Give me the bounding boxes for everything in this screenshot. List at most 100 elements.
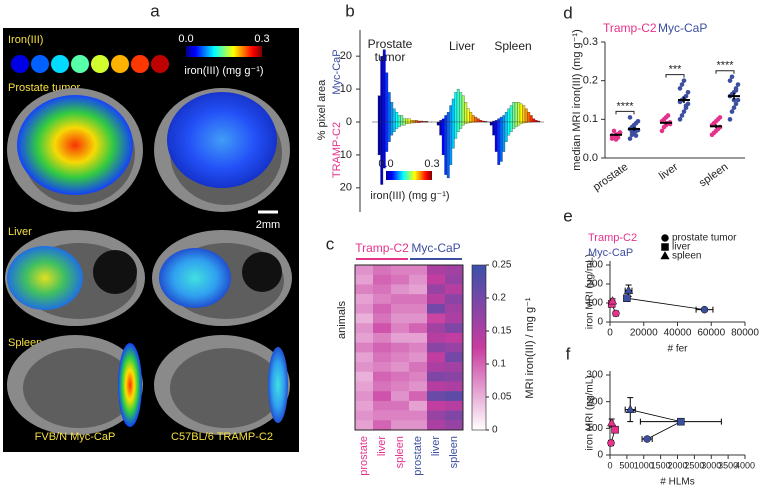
heatmap-cell	[409, 274, 428, 285]
y-tick-label: 200	[586, 396, 603, 407]
x-tick-label: 1500	[651, 460, 671, 470]
legend-entry: Myc-CaP	[331, 49, 343, 94]
heatmap-cell	[355, 265, 374, 276]
data-point	[633, 133, 639, 138]
histogram-bar	[380, 56, 384, 123]
legend-title: Iron(III)	[8, 34, 43, 46]
histogram-bar	[451, 98, 455, 123]
x-tick-label: 3000	[701, 460, 721, 470]
heatmap-cell	[373, 342, 392, 353]
data-point	[612, 309, 620, 318]
x-tick-label: spleen	[697, 161, 730, 189]
heatmap-cell	[445, 400, 464, 411]
histogram-bar	[400, 121, 404, 126]
panel-letter: d	[563, 3, 572, 22]
histogram-bar	[390, 102, 394, 123]
data-point	[700, 305, 709, 314]
heatmap-cell	[445, 274, 464, 285]
heatmap-cell	[427, 294, 446, 305]
histogram-bar	[494, 121, 498, 152]
group-label: Tramp-C2	[355, 241, 409, 255]
histogram-bar	[527, 111, 531, 123]
histogram-bar	[464, 121, 468, 124]
histogram-bar	[380, 121, 384, 185]
heatmap-cell	[445, 371, 464, 382]
histogram-bar	[517, 102, 521, 123]
heatmap-cell	[391, 391, 410, 402]
x-tick-label: 0	[607, 328, 613, 339]
significance-bracket	[715, 70, 735, 74]
data-point	[677, 86, 683, 91]
data-point	[617, 130, 623, 135]
histogram-bar	[415, 120, 419, 123]
heatmap-cell	[427, 420, 446, 431]
data-point	[731, 105, 737, 111]
scale-bar-label: 2mm	[256, 219, 280, 231]
histogram-bar	[514, 121, 518, 128]
histogram-bar	[502, 115, 506, 123]
histogram-bar	[512, 121, 516, 129]
x-axis-label: # HLMs	[660, 477, 694, 488]
data-point	[729, 109, 735, 114]
x-tick-label: 2000	[667, 460, 687, 470]
data-point	[683, 93, 689, 99]
panel-title: Liver	[448, 39, 475, 53]
histogram-bar	[489, 121, 493, 126]
heatmap-cell	[391, 294, 410, 305]
histogram-bar	[479, 120, 483, 123]
heatmap-cell	[445, 294, 464, 305]
heatmap-cell	[409, 303, 428, 314]
histogram-bar	[519, 121, 523, 124]
data-point	[665, 113, 671, 118]
heatmap-cell	[391, 313, 410, 324]
heatmap-cell	[373, 362, 392, 373]
x-tick-label: prostate	[591, 161, 630, 194]
heatmap-cell	[391, 400, 410, 411]
histogram-bar	[534, 120, 538, 123]
heatmap-cell	[373, 420, 392, 431]
y-axis-label: iron MRI (µg/mL)	[585, 375, 596, 450]
column-label: liver	[430, 436, 442, 457]
heatmap-cell	[391, 381, 410, 392]
histogram-bar	[439, 120, 443, 123]
heatmap-cell	[373, 352, 392, 363]
phantom	[151, 55, 169, 73]
histogram-bar	[494, 120, 498, 123]
heatmap-cell	[427, 362, 446, 373]
histogram-bar	[392, 121, 396, 133]
histogram-bar	[507, 121, 511, 136]
phantom	[91, 55, 109, 73]
histogram-bar	[415, 121, 419, 123]
heatmap-cell	[445, 381, 464, 392]
significance-label: ***	[669, 64, 683, 76]
histogram-bar	[469, 121, 473, 123]
data-point	[679, 82, 685, 87]
histogram-bar	[400, 115, 404, 123]
data-point	[611, 128, 617, 134]
heatmap-cell	[355, 362, 374, 373]
histogram-bar	[461, 121, 465, 126]
data-point	[611, 425, 619, 434]
heatmap-cell	[445, 313, 464, 324]
histogram-bar	[497, 118, 501, 123]
data-point	[685, 89, 691, 95]
overlay	[118, 343, 142, 427]
legend-entry: Tramp-C2	[603, 21, 657, 35]
heatmap-cell	[409, 371, 428, 382]
data-point	[607, 296, 618, 305]
histogram-bar	[459, 92, 463, 123]
significance-bracket	[665, 74, 685, 78]
data-point	[615, 135, 621, 140]
colorbar	[386, 171, 432, 180]
histogram-bar	[524, 121, 528, 123]
heatmap-cell	[373, 400, 392, 411]
heatmap-cell	[373, 313, 392, 324]
heatmap-cell	[427, 284, 446, 295]
y-tick-label: 10	[340, 83, 352, 95]
histogram-bar	[474, 116, 478, 123]
histogram-bar	[439, 121, 443, 136]
heatmap-cell	[427, 410, 446, 421]
x-tick-label: 20000	[630, 328, 658, 339]
y-tick-label: 0.2	[583, 75, 598, 87]
